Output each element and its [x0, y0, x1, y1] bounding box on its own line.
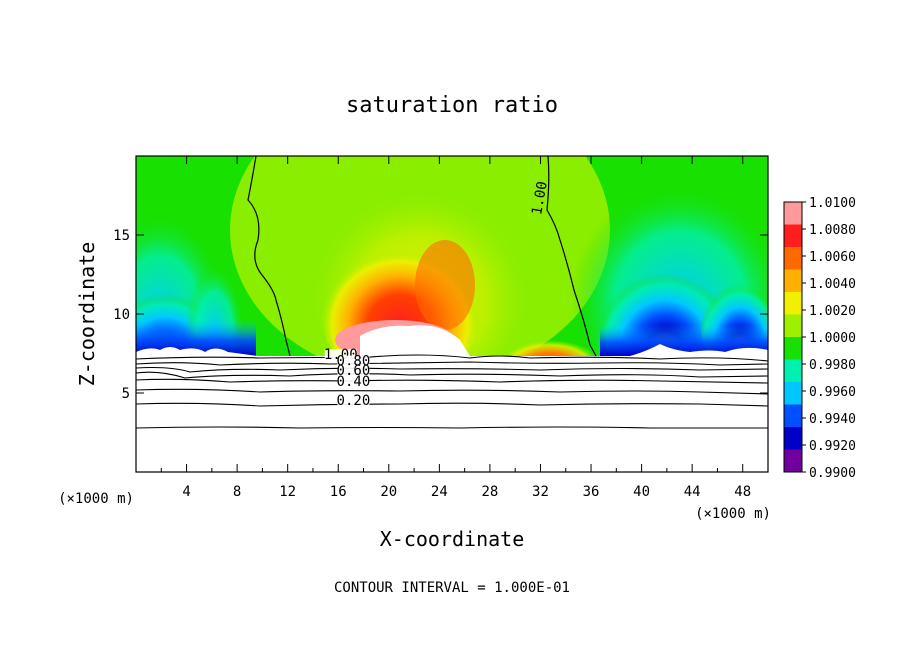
colorbar-swatch: [784, 449, 802, 473]
x-tick-label: 48: [734, 484, 751, 500]
saturation-field: [136, 156, 768, 356]
colorbar-label: 1.0060: [809, 250, 856, 265]
y-axis-title: Z-coordinate: [75, 242, 99, 387]
x-tick-label: 36: [583, 484, 600, 500]
colorbar-swatch: [784, 224, 802, 248]
colorbar-swatch: [784, 404, 802, 428]
x-axis: 4 8 12 16 20 24 28 32 36 40 44 48: [160, 156, 751, 500]
colorbar-label: 1.0000: [809, 331, 856, 346]
x-tick-label: 20: [380, 484, 397, 500]
colorbar-label: 0.9980: [809, 358, 856, 373]
x-tick-label: 44: [684, 484, 701, 500]
colorbar-swatch: [784, 314, 802, 338]
y-tick-label: 10: [113, 307, 130, 323]
contour-label-bg: [337, 365, 370, 377]
x-tick-label: 4: [182, 484, 190, 500]
colorbar-label: 0.9940: [809, 412, 856, 427]
contour-labels: 1.001.000.800.600.400.20: [324, 180, 551, 409]
y-tick-label: 5: [122, 386, 130, 402]
contour-label: 1.00: [529, 180, 551, 216]
colorbar-label: 1.0100: [809, 196, 856, 211]
colorbar-swatch: [784, 427, 802, 450]
colorbar-label: 1.0020: [809, 304, 856, 319]
x-tick-label: 24: [431, 484, 448, 500]
x-tick-label: 12: [279, 484, 296, 500]
colorbar-label: 0.9920: [809, 439, 856, 454]
colorbar-swatch: [784, 359, 802, 383]
x-axis-title: X-coordinate: [380, 527, 525, 551]
contour-line-left: [247, 155, 291, 357]
colorbar-swatch: [784, 382, 802, 405]
x-unit-label-right: (×1000 m): [695, 506, 771, 522]
contour-line-right: [546, 155, 597, 357]
x-tick-label: 28: [481, 484, 498, 500]
x-tick-label: 16: [330, 484, 347, 500]
colorbar-label: 0.9960: [809, 385, 856, 400]
contour-label-bg: [337, 355, 370, 367]
contour-label-bg: [337, 395, 370, 407]
x-tick-label: 32: [532, 484, 549, 500]
y-axis: 5 10 15: [113, 228, 768, 402]
lower-contours: [135, 354, 769, 429]
x-tick-label: 8: [233, 484, 241, 500]
below-ground-region: [136, 356, 768, 472]
colorbar: 1.0100 1.0080 1.0060 1.0040 1.0020 1.0000 0.99…: [783, 196, 856, 481]
contour-label: 0.20: [337, 393, 371, 409]
contour-label-bg: [337, 376, 370, 388]
colorbar-swatch: [784, 269, 802, 293]
colorbar-swatch: [784, 337, 802, 360]
colorbar-label: 1.0080: [809, 223, 856, 238]
chart-title: saturation ratio: [346, 93, 558, 118]
colorbar-swatch: [784, 247, 802, 270]
contour-label-bg: [324, 349, 357, 361]
colorbar-label: 0.9900: [809, 466, 856, 481]
contour-interval-label: CONTOUR INTERVAL = 1.000E-01: [334, 580, 570, 596]
colorbar-swatch: [784, 202, 802, 225]
contour-label: 0.40: [337, 374, 371, 390]
y-tick-label: 15: [113, 228, 130, 244]
contour-label: 0.60: [337, 363, 371, 379]
x-tick-label: 40: [633, 484, 650, 500]
colorbar-swatch: [784, 292, 802, 315]
colorbar-label: 1.0040: [809, 277, 856, 292]
x-unit-label-left: (×1000 m): [58, 491, 134, 507]
